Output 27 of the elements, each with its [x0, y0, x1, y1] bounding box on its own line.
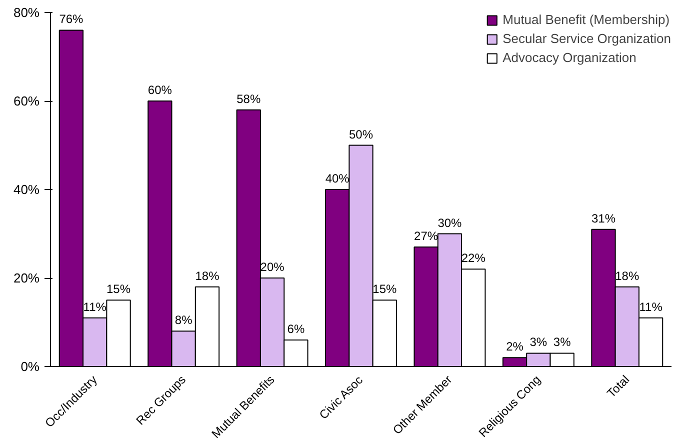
- data-label: 11%: [83, 300, 107, 314]
- data-label: 15%: [106, 282, 131, 296]
- data-label: 6%: [287, 322, 305, 336]
- data-label: 50%: [348, 127, 374, 142]
- legend-label: Secular Service Organization: [502, 31, 671, 46]
- data-label: 76%: [59, 12, 84, 26]
- y-tick-label: 80%: [13, 5, 40, 20]
- legend-label: Advocacy Organization: [502, 50, 636, 65]
- data-label: 30%: [438, 216, 462, 230]
- data-label: 11%: [639, 300, 663, 314]
- y-tick-label: 0%: [20, 359, 40, 374]
- data-label: 2%: [506, 340, 524, 354]
- data-label: 3%: [530, 335, 548, 350]
- data-label: 8%: [174, 313, 193, 328]
- data-label: 15%: [372, 282, 397, 296]
- data-label: 18%: [615, 268, 640, 283]
- data-label: 31%: [591, 211, 616, 226]
- y-tick-label: 40%: [13, 182, 40, 197]
- legend-label: Mutual Benefit (Membership): [502, 12, 670, 27]
- data-label: 22%: [461, 251, 486, 266]
- data-label: 18%: [195, 268, 220, 283]
- data-label: 60%: [148, 83, 172, 97]
- data-label: 27%: [414, 229, 438, 244]
- data-label: 58%: [236, 92, 261, 106]
- y-tick-label: 20%: [13, 270, 40, 286]
- data-label: 3%: [553, 335, 572, 350]
- y-tick-label: 60%: [13, 94, 40, 108]
